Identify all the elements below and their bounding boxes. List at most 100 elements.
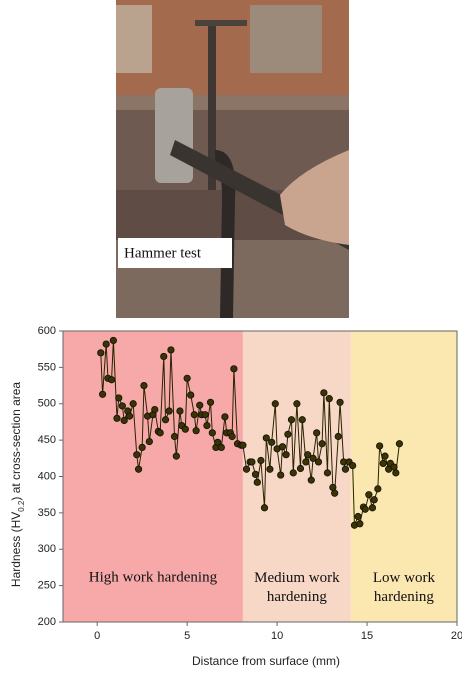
y-tick-label: 500 <box>38 398 56 410</box>
point <box>119 403 125 409</box>
y-tick-label: 400 <box>38 470 56 482</box>
point <box>362 506 368 512</box>
point <box>134 451 140 457</box>
point <box>303 459 309 465</box>
point <box>335 433 341 439</box>
point <box>313 430 319 436</box>
y-tick-label: 300 <box>38 543 56 555</box>
point <box>173 453 179 459</box>
point <box>355 513 361 519</box>
point <box>272 401 278 407</box>
x-tick-label: 20 <box>451 630 462 642</box>
region-label: hardening <box>374 589 434 605</box>
point <box>99 391 105 397</box>
point <box>391 464 397 470</box>
region-label: Low work <box>373 570 436 586</box>
point <box>197 402 203 408</box>
point <box>369 505 375 511</box>
point <box>290 470 296 476</box>
point <box>103 341 109 347</box>
point <box>193 427 199 433</box>
hammer-head <box>155 88 193 183</box>
x-tick-label: 15 <box>361 630 373 642</box>
region-label: Medium work <box>254 570 340 586</box>
photo: Hammer test <box>116 0 349 318</box>
point <box>382 453 388 459</box>
point <box>279 443 285 449</box>
point <box>267 466 273 472</box>
y-tick-label: 200 <box>38 616 56 628</box>
point <box>315 459 321 465</box>
region-label: hardening <box>267 589 327 605</box>
point <box>249 459 255 465</box>
point <box>371 497 377 503</box>
x-tick-label: 5 <box>184 630 190 642</box>
y-tick-label: 350 <box>38 507 56 519</box>
page: Hammer test High work hardening Medium wo… <box>0 0 462 673</box>
point <box>375 486 381 492</box>
point <box>121 417 127 423</box>
point <box>202 411 208 417</box>
point <box>161 353 167 359</box>
point <box>126 413 132 419</box>
point <box>337 399 343 405</box>
x-tick-label: 10 <box>271 630 283 642</box>
point <box>182 426 188 432</box>
y-axis-title-part: ) at cross-section area <box>9 382 23 501</box>
y-axis-title-part: Hardness (HV <box>9 512 23 587</box>
point <box>380 460 386 466</box>
point <box>243 466 249 472</box>
point <box>299 417 305 423</box>
point <box>141 382 147 388</box>
point <box>116 395 122 401</box>
point <box>229 433 235 439</box>
x-tick-label: 0 <box>94 630 100 642</box>
point <box>277 472 283 478</box>
clamp-handle <box>195 20 247 26</box>
point <box>357 521 363 527</box>
photo-caption: Hammer test <box>124 245 202 261</box>
point <box>218 444 224 450</box>
point <box>254 479 260 485</box>
point <box>108 377 114 383</box>
point <box>177 408 183 414</box>
point <box>135 466 141 472</box>
point <box>258 457 264 463</box>
point <box>171 433 177 439</box>
point <box>252 471 258 477</box>
point <box>184 375 190 381</box>
point <box>240 442 246 448</box>
point <box>204 422 210 428</box>
point <box>98 350 104 356</box>
y-tick-label: 250 <box>38 580 56 592</box>
point <box>288 417 294 423</box>
point <box>342 466 348 472</box>
y-tick-label: 600 <box>38 325 56 337</box>
region-label: High work hardening <box>89 569 218 585</box>
point <box>330 484 336 490</box>
point <box>297 465 303 471</box>
point <box>139 444 145 450</box>
point <box>319 441 325 447</box>
y-tick-label: 450 <box>38 434 56 446</box>
point <box>396 441 402 447</box>
block <box>250 5 322 73</box>
point <box>222 414 228 420</box>
point <box>162 417 168 423</box>
point <box>152 406 158 412</box>
point <box>209 430 215 436</box>
point <box>283 451 289 457</box>
point <box>294 401 300 407</box>
point <box>263 435 269 441</box>
block <box>116 5 152 73</box>
point <box>114 415 120 421</box>
point <box>268 439 274 445</box>
point <box>207 399 213 405</box>
point <box>393 470 399 476</box>
point <box>321 390 327 396</box>
point <box>308 477 314 483</box>
point <box>331 490 337 496</box>
point <box>166 408 172 414</box>
point <box>168 347 174 353</box>
point <box>261 505 267 511</box>
